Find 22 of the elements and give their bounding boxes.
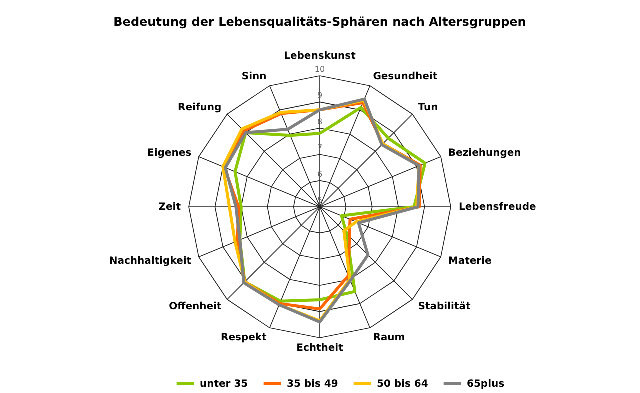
spoke-label: Materie [448,256,492,267]
spoke-label: Echtheit [296,343,344,354]
chart-title: Bedeutung der Lebensqualitäts-Sphären nach Altersgruppen [114,15,526,29]
legend-label: unter 35 [200,378,248,390]
spoke-label: Lebensfreude [459,202,537,213]
spoke-label: Sinn [242,72,267,83]
spoke-label: Offenheit [169,302,222,313]
legend-label: 50 bis 64 [377,378,428,390]
spoke-label: Eigenes [148,148,192,160]
spoke-label: Gesundheit [373,72,438,83]
spoke-label: Nachhaltigkeit [109,256,192,267]
spoke-label: Reifung [178,102,222,114]
spoke-label: Respekt [220,332,268,344]
spoke-label: Raum [373,332,406,344]
spoke-label: Zeit [158,202,182,213]
spoke-label: Beziehungen [448,148,522,160]
spoke-label: Stabilität [418,302,471,313]
legend-label: 65plus [467,378,505,390]
spoke-label: Lebenskunst [284,51,356,62]
spoke-label: Tun [418,102,438,114]
y-tick-label: 10 [314,65,326,74]
legend-label: 35 bis 49 [287,378,338,390]
